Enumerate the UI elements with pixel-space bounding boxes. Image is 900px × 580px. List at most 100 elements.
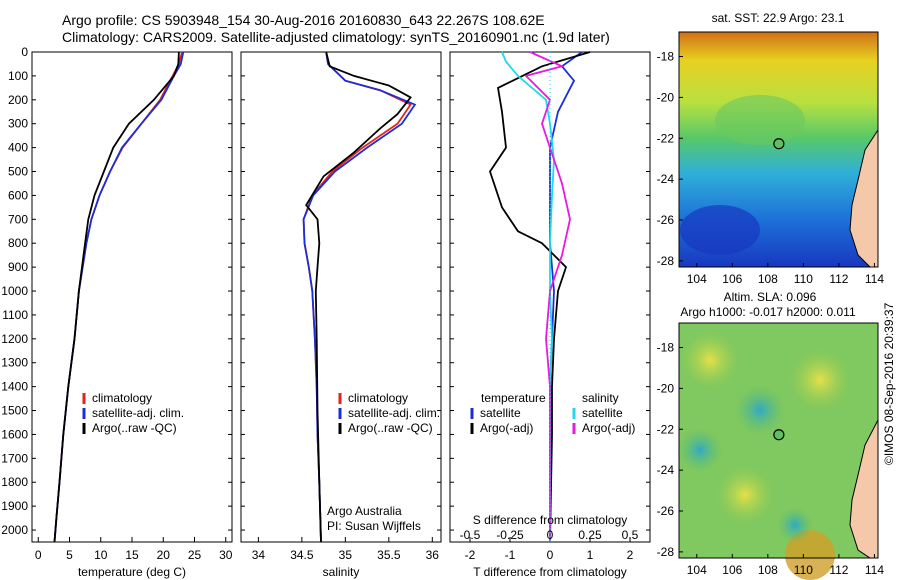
depth-tick-label: 100 [8,69,28,83]
sla-map-lat-label: -20 [657,381,675,395]
difference-s-tick-label: -0.5 [460,528,481,542]
difference-legend-salinity-title: salinity [582,391,619,405]
temperature-xlabel: temperature (deg C) [78,565,186,579]
depth-tick-label: 300 [8,117,28,131]
difference-s-tick-label: -0.25 [496,528,524,542]
depth-tick-label: 1100 [2,308,28,322]
depth-tick-label: 2000 [1,523,28,537]
sst-map-lon-label: 104 [687,272,707,286]
sst-map-frame [678,31,879,268]
temperature-xtick-label: 30 [219,548,233,562]
sla-high-1 [680,330,740,390]
salinity-series-argo-raw-qc- [305,51,412,543]
difference-xlabel: T difference from climatology [473,565,627,579]
sla-map-lon-label: 106 [722,563,742,577]
depth-tick-label: 600 [8,188,28,202]
salinity-annotation: Argo Australia [327,504,402,518]
depth-tick-label: 900 [8,260,28,274]
depth-tick-label: 500 [8,165,28,179]
temperature-xtick-label: 25 [188,548,202,562]
depth-tick-label: 1800 [1,475,28,489]
depth-tick-label: 1300 [1,356,28,370]
sla-map-lon-label: 112 [829,563,848,577]
sla-high-3 [715,465,775,525]
depth-tick-label: 700 [8,212,28,226]
temperature-panel-frame [31,51,233,543]
salinity-xtick-label: 36 [426,548,440,562]
sla-map-lat-label: -22 [657,422,675,436]
sst-map-lat-label: -26 [657,213,675,227]
difference-temp-legend-label: satellite [480,406,521,420]
sla-low-2 [678,428,722,472]
temperature-legend-label: satellite-adj. clim. [92,406,184,420]
difference-xtick-label: 0 [547,548,554,562]
sst-green-patch [715,95,805,145]
difference-s-tick-label: 0.25 [578,528,602,542]
sst-map-lat-label: -18 [657,50,675,64]
salinity-xtick-label: 34 [252,548,266,562]
header-line-1: Argo profile: CS 5903948_154 30-Aug-2016… [62,12,545,28]
sst-map-lat-label: -20 [657,90,675,104]
salinity-xlabel: salinity [323,565,360,579]
sst-map-lon-label: 110 [794,272,813,286]
depth-tick-label: 200 [8,93,28,107]
difference-sal-legend-label: satellite [582,406,623,420]
temperature-xtick-label: 5 [66,548,73,562]
depth-tick-label: 1900 [1,499,28,513]
sla-high-2 [788,348,852,412]
difference-xtick-label: 2 [627,548,634,562]
salinity-xtick-label: 35 [339,548,353,562]
sla-map-lat-label: -28 [657,545,675,559]
sst-map-lon-label: 106 [722,272,742,286]
temperature-xtick-label: 15 [125,548,139,562]
temperature-xtick-label: 20 [157,548,171,562]
sla-map-lon-label: 108 [758,563,778,577]
salinity-legend-label: Argo(..raw -QC) [348,421,433,435]
salinity-xtick-label: 34.5 [290,548,314,562]
salinity-annotation: PI: Susan Wijffels [327,519,421,533]
depth-tick-label: 400 [8,141,28,155]
sla-map-lat-label: -26 [657,504,675,518]
temperature-series-argo-raw-qc- [53,51,180,543]
sla-map-lon-label: 104 [687,563,707,577]
sla-map-frame [678,322,879,559]
salinity-panel-frame [240,51,442,543]
difference-xtick-label: -1 [505,548,516,562]
sla-map: Altim. SLA: 0.096 Argo h1000: -0.017 h20… [657,290,884,580]
difference-xtick-label: 1 [587,548,594,562]
temperature-xtick-label: 0 [35,548,42,562]
depth-tick-label: 1700 [1,451,28,465]
temperature-xtick-label: 10 [94,548,108,562]
difference-series-argo-adj- [489,51,591,543]
sst-map-lon-label: 112 [829,272,848,286]
sst-map: sat. SST: 22.9 Argo: 23.1 104 106 108 110 11… [657,11,885,286]
difference-temp-legend-label: Argo(-adj) [480,421,533,435]
difference-legend-temperature-title: temperature [481,391,546,405]
header-line-2: Climatology: CARS2009. Satellite-adjuste… [62,29,610,45]
salinity-legend-label: climatology [348,391,408,405]
sla-title-1: Altim. SLA: 0.096 [724,290,817,304]
difference-series-argo-adj- [524,51,571,542]
temperature-legend-label: Argo(..raw -QC) [92,421,177,435]
credit-stamp: ©IMOS 08-Sep-2016 20:39:37 [882,302,896,465]
depth-tick-label: 1500 [1,404,28,418]
depth-tick-label: 800 [8,236,28,250]
salinity-legend-label: satellite-adj. clim. [348,406,440,420]
sla-map-lon-label: 114 [865,563,884,577]
salinity-xtick-label: 35.5 [377,548,401,562]
sst-map-lat-label: -24 [657,172,675,186]
depth-tick-label: 1200 [1,332,28,346]
difference-s-tick-label: 0 [547,528,554,542]
depth-tick-label: 1600 [1,427,28,441]
sst-argo-float-marker [773,138,785,150]
difference-s-axis-label: S difference from climatology [473,513,628,527]
sst-cold-patch [680,205,760,255]
difference-xtick-label: -2 [465,548,476,562]
difference-sal-legend-label: Argo(-adj) [582,421,635,435]
temperature-legend-label: climatology [92,391,152,405]
sst-map-title: sat. SST: 22.9 Argo: 23.1 [712,11,845,25]
sla-argo-float-marker [773,429,785,441]
depth-tick-label: 1000 [1,284,28,298]
sst-map-lon-label: 114 [865,272,884,286]
